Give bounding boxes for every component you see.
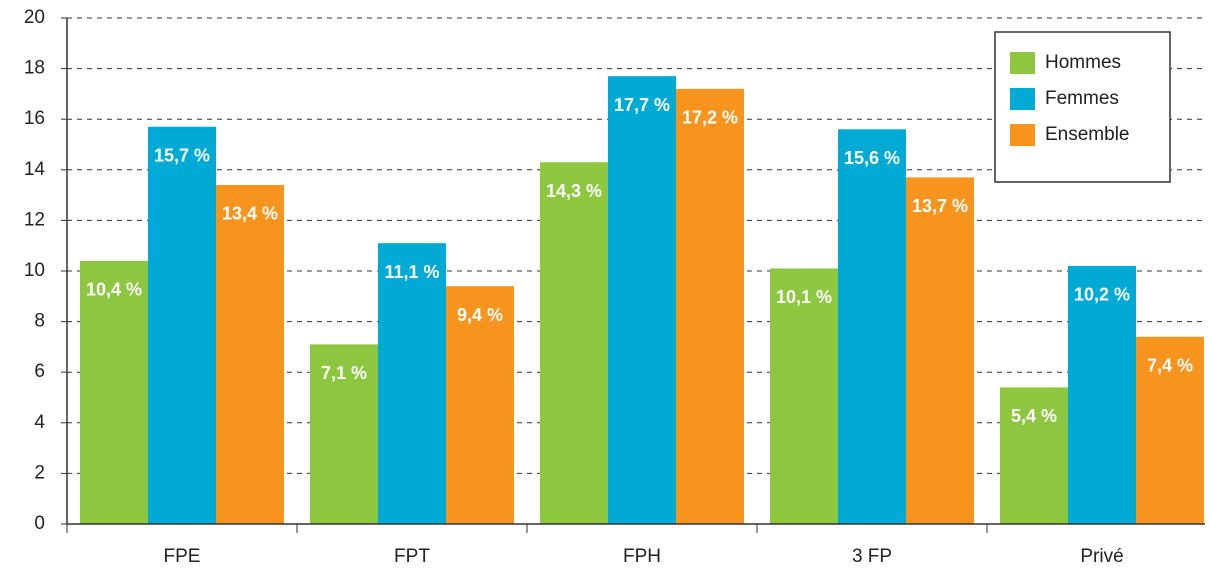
value-label: 9,4 %	[457, 305, 503, 325]
value-label: 17,7 %	[614, 95, 670, 115]
x-tick-label: Privé	[1080, 546, 1123, 567]
bar	[80, 260, 148, 524]
y-tick-label: 4	[34, 412, 45, 433]
bar	[216, 184, 284, 525]
y-tick-label: 10	[24, 260, 45, 281]
bar	[838, 129, 906, 524]
value-label: 17,2 %	[682, 108, 738, 128]
value-label: 13,7 %	[912, 196, 968, 216]
bar	[1000, 387, 1068, 524]
bar	[310, 344, 378, 524]
legend-label: Femmes	[1045, 88, 1119, 109]
value-label: 5,4 %	[1011, 406, 1057, 426]
bar	[378, 243, 446, 525]
legend-label: Ensemble	[1045, 124, 1130, 145]
value-label: 15,6 %	[844, 148, 900, 168]
y-tick-label: 0	[34, 513, 45, 534]
x-tick-label: FPT	[394, 546, 430, 567]
legend-swatch	[1010, 124, 1035, 146]
bar	[540, 162, 608, 524]
bar	[1136, 336, 1204, 524]
value-label: 14,3 %	[546, 181, 602, 201]
value-label: 15,7 %	[154, 146, 210, 166]
y-tick-label: 8	[34, 311, 45, 332]
x-tick-label: FPH	[623, 546, 661, 567]
y-tick-label: 20	[24, 7, 45, 28]
bar	[906, 177, 974, 524]
y-tick-label: 6	[34, 361, 45, 382]
bar	[148, 126, 216, 524]
y-tick-label: 18	[24, 58, 45, 79]
value-label: 10,1 %	[776, 287, 832, 307]
bar	[446, 286, 514, 524]
y-tick-label: 14	[24, 159, 46, 180]
x-tick-label: FPE	[164, 546, 201, 567]
value-label: 11,1 %	[384, 262, 439, 282]
x-tick-label: 3 FP	[852, 546, 892, 567]
value-label: 7,1 %	[321, 363, 367, 383]
y-tick-label: 2	[34, 462, 45, 483]
bar	[676, 88, 744, 524]
bar	[1068, 265, 1136, 524]
y-tick-label: 12	[24, 209, 45, 230]
bar	[770, 268, 838, 524]
y-tick-label: 16	[24, 108, 45, 129]
value-label: 10,4 %	[86, 280, 142, 300]
legend-swatch	[1010, 52, 1035, 74]
legend-label: Hommes	[1045, 52, 1121, 73]
value-label: 7,4 %	[1147, 356, 1193, 376]
value-label: 13,4 %	[222, 204, 278, 224]
value-label: 10,2 %	[1074, 285, 1130, 305]
bar	[608, 76, 676, 524]
legend-swatch	[1010, 88, 1035, 110]
